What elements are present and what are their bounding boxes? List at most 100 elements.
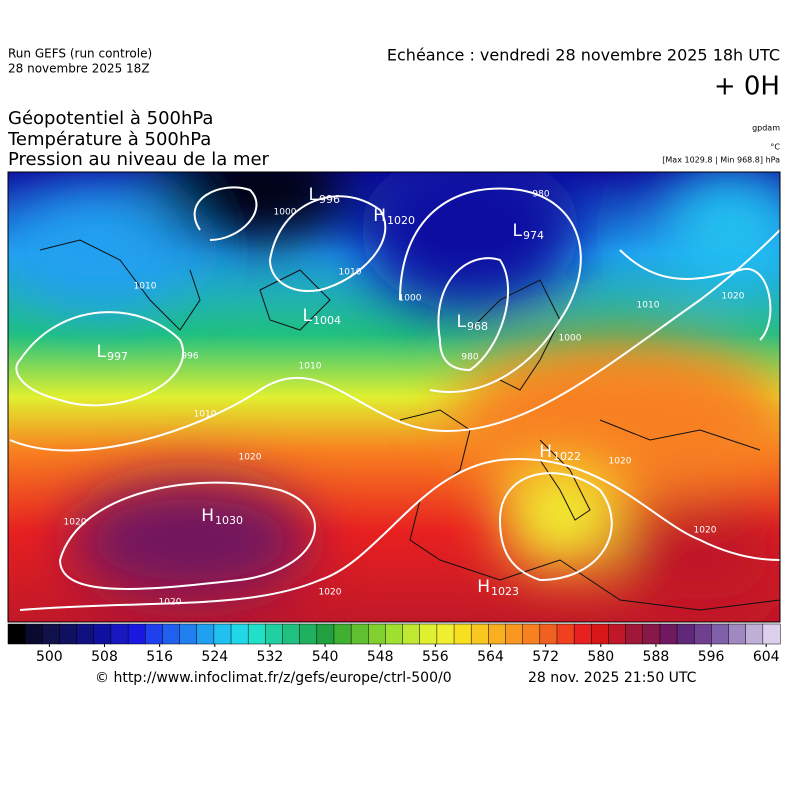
colorbar-swatch — [642, 623, 661, 645]
isobars — [9, 186, 780, 611]
colorbar-swatch — [402, 623, 421, 645]
colorbar-swatch — [127, 623, 146, 645]
colorbar-swatch — [385, 623, 404, 645]
colorbar-swatch — [299, 623, 318, 645]
colorbar-swatch — [316, 623, 335, 645]
colorbar-swatch — [76, 623, 95, 645]
isobar-label: 996 — [181, 352, 198, 362]
colorbar-tick-label: 500 — [36, 649, 63, 665]
coastlines — [39, 239, 780, 611]
pressure-center-type: L — [303, 306, 313, 326]
pressure-center-type: L — [513, 221, 523, 241]
pressure-center-type: L — [97, 342, 107, 362]
isobar-label: 1010 — [299, 362, 322, 372]
isobar-label: 1020 — [159, 598, 182, 608]
extremes-label: [Max 1029.8 | Min 968.8] hPa — [662, 156, 780, 165]
isobar-label: 1020 — [319, 588, 342, 598]
pressure-center-type: H — [539, 442, 552, 462]
colorbar-swatch — [144, 623, 163, 645]
run-date: 28 novembre 2025 18Z — [8, 62, 150, 76]
isobar-label: 1010 — [194, 410, 217, 420]
isobar-label: 1010 — [637, 301, 660, 311]
isobar-label: 1020 — [694, 526, 717, 536]
colorbar-swatch — [693, 623, 712, 645]
colorbar-tick-label: 604 — [753, 649, 780, 665]
colorbar-tick-label: 540 — [312, 649, 339, 665]
run-label: Run GEFS (run controle) — [8, 47, 152, 61]
colorbar-swatch — [59, 623, 78, 645]
isobar-label: 1010 — [339, 268, 362, 278]
colorbar-swatch — [110, 623, 129, 645]
pressure-center-value: 974 — [523, 229, 544, 242]
pressure-center-type: H — [201, 506, 214, 526]
pressure-center-value: 1030 — [215, 514, 243, 527]
colorbar-swatch — [608, 623, 627, 645]
colorbar-tick-label: 524 — [201, 649, 228, 665]
colorbar-swatch — [659, 623, 678, 645]
colorbar-swatch — [556, 623, 575, 645]
pressure-center-type: H — [373, 206, 386, 226]
title-line: Température à 500hPa — [7, 129, 211, 150]
colorbar-swatch — [745, 623, 764, 645]
colorbar-swatch — [522, 623, 541, 645]
colorbar-swatch — [436, 623, 455, 645]
colorbar-swatch — [179, 623, 198, 645]
pressure-center-value: 996 — [319, 193, 340, 206]
colorbar-tick-label: 532 — [257, 649, 284, 665]
colorbar-swatch — [350, 623, 369, 645]
colorbar-swatch — [762, 623, 781, 645]
colorbar-tick-label: 548 — [367, 649, 394, 665]
title-line: Géopotentiel à 500hPa — [8, 108, 213, 129]
colorbar-tick-label: 564 — [477, 649, 504, 665]
colorbar-tick-label: 572 — [532, 649, 559, 665]
colorbar-swatch — [213, 623, 232, 645]
colorbar-swatch — [333, 623, 352, 645]
colorbar-swatch — [711, 623, 730, 645]
colorbar-swatch — [419, 623, 438, 645]
unit-label: gpdam — [752, 124, 780, 133]
unit-label: °C — [770, 143, 780, 152]
colorbar-swatch — [591, 623, 609, 645]
isobar-label: 1000 — [274, 208, 297, 218]
pressure-center-value: 968 — [467, 320, 488, 333]
colorbar-swatch — [93, 623, 112, 645]
colorbar-swatch — [265, 623, 284, 645]
pressure-center-value: 1022 — [553, 450, 581, 463]
pressure-center-value: 1004 — [313, 314, 341, 327]
colorbar-swatch — [247, 623, 266, 645]
colorbar-swatch — [282, 623, 301, 645]
colorbar-swatch — [505, 623, 524, 645]
map-frame — [7, 171, 781, 623]
isobar-label: 1020 — [239, 453, 262, 463]
colorbar-swatch — [676, 623, 695, 645]
title-line: Pression au niveau de la mer — [8, 149, 270, 170]
isobar-label: 1000 — [399, 294, 422, 304]
isobar-label: 1010 — [134, 282, 157, 292]
pressure-center-type: H — [477, 577, 490, 597]
pressure-center-type: L — [457, 312, 467, 332]
colorbar-swatch — [7, 623, 26, 645]
isobar-label: 1020 — [64, 518, 87, 528]
colorbar-swatch — [539, 623, 558, 645]
colorbar-swatch — [453, 623, 472, 645]
isobar-label: 980 — [532, 190, 549, 200]
colorbar-tick-label: 580 — [587, 649, 614, 665]
isobar-label: 1020 — [609, 457, 632, 467]
isobar-label: 980 — [461, 353, 478, 363]
colorbar-swatch — [470, 623, 489, 645]
field-blobs — [10, 172, 780, 620]
isobar-label: 1000 — [559, 334, 582, 344]
colorbar-tick-label: 516 — [146, 649, 173, 665]
colorbar-tick-label: 596 — [698, 649, 725, 665]
timestamp: 28 nov. 2025 21:50 UTC — [528, 670, 697, 686]
colorbar-swatch — [162, 623, 181, 645]
colorbar-swatch — [230, 623, 249, 645]
echeance: Echéance : vendredi 28 novembre 2025 18h… — [387, 46, 780, 65]
colorbar-swatch — [196, 623, 215, 645]
colorbar-tick-label: 556 — [422, 649, 449, 665]
colorbar-swatch — [42, 623, 61, 645]
isobar-label: 1020 — [722, 292, 745, 302]
